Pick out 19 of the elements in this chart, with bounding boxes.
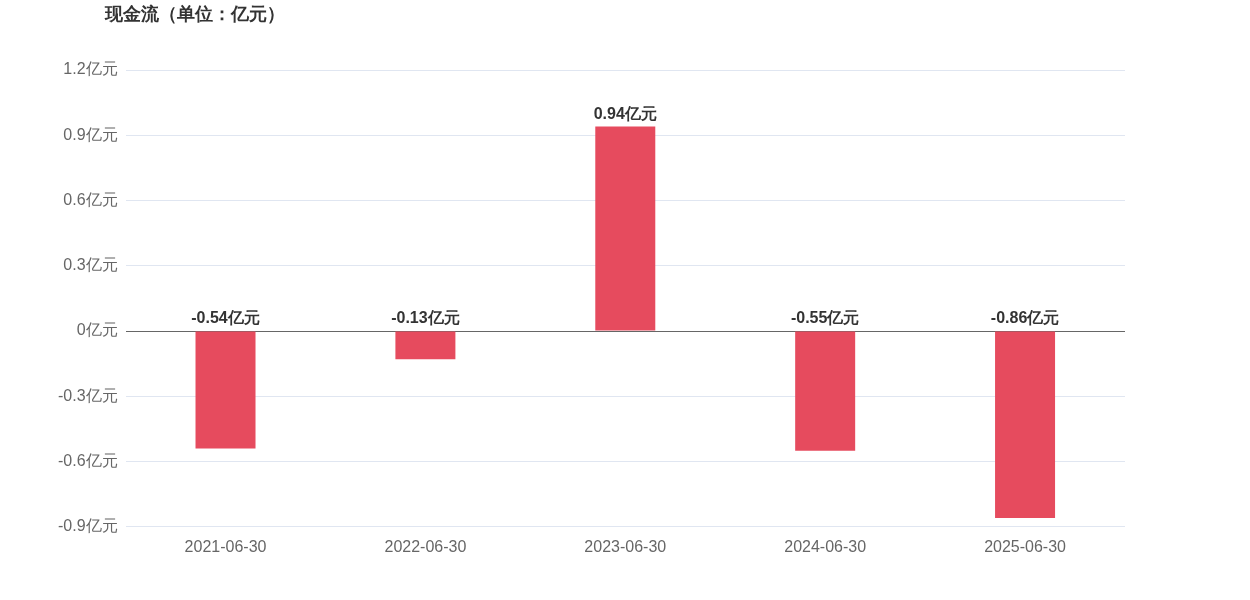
x-tick-label: 2024-06-30	[784, 537, 867, 555]
chart-title: 现金流（单位：亿元）	[105, 3, 285, 26]
x-tick-label: 2023-06-30	[584, 537, 667, 555]
y-tick-label: 0.9亿元	[63, 125, 118, 143]
data-label: -0.13亿元	[391, 309, 460, 327]
x-tick-label: 2021-06-30	[184, 537, 267, 555]
y-tick-label: 0.3亿元	[63, 256, 118, 274]
x-tick-label: 2022-06-30	[384, 537, 467, 555]
data-label: -0.54亿元	[191, 309, 260, 327]
y-tick-label: -0.9亿元	[57, 517, 118, 535]
y-tick-label: -0.3亿元	[57, 386, 118, 404]
x-tick-label: 2025-06-30	[984, 537, 1067, 555]
data-label: -0.55亿元	[790, 309, 860, 327]
data-label: 0.94亿元	[593, 104, 657, 122]
y-tick-label: 0.6亿元	[63, 190, 118, 208]
y-tick-label: -0.6亿元	[57, 451, 118, 469]
data-label: -0.86亿元	[990, 309, 1060, 327]
y-tick-label: 0亿元	[76, 321, 118, 339]
y-tick-label: 1.2亿元	[63, 60, 118, 78]
